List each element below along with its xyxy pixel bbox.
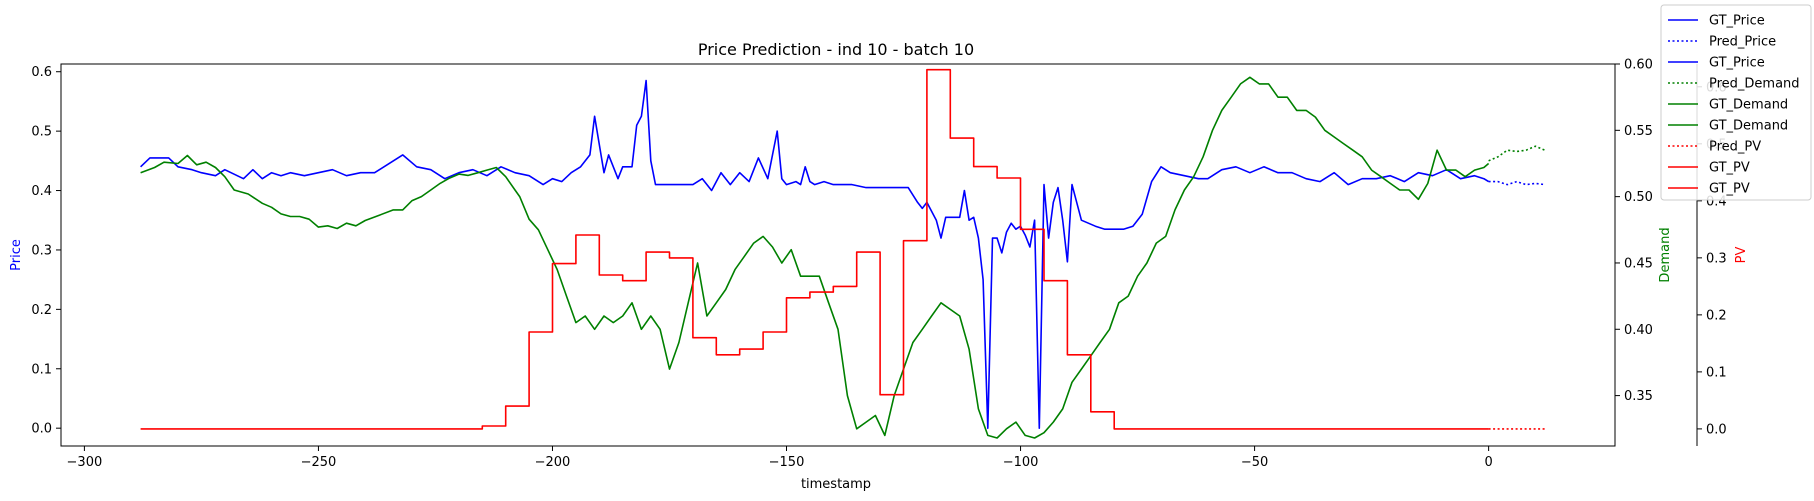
pv-tick-label: 0.1 [1706,365,1727,380]
y-axis-label-price: Price [9,239,24,271]
price-tick-label: 0.3 [31,243,52,258]
series-line-pred-price [1488,180,1545,186]
demand-tick-label: 0.40 [1624,323,1653,338]
price-tick-label: 0.5 [31,125,52,140]
legend-label: GT_PV [1709,161,1750,176]
series-line-gt-price [140,79,1490,430]
axes-layer: −300 −250 −200 −150 −100 −50 00.00.10.20.30.40… [31,58,1726,471]
x-tick-label: −300 [67,455,103,470]
legend-label: GT_Demand [1709,98,1788,113]
x-tick-label: −200 [535,455,571,470]
plot-frame [60,63,1616,447]
x-tick-label: −150 [769,455,805,470]
x-axis-label: timestamp [801,477,871,492]
x-tick-label: 0 [1484,455,1492,470]
plot-area [60,63,1616,447]
price-tick-label: 0.2 [31,303,52,318]
price-tick-label: 0.1 [31,362,52,377]
legend-label: GT_Demand [1709,119,1788,134]
legend-label: Pred_Demand [1709,77,1800,92]
legend-label: GT_PV [1709,182,1750,197]
legend: GT_Price Pred_Price GT_Price Pred_Demand GT_… [1660,4,1812,201]
demand-tick-label: 0.60 [1624,58,1653,73]
pv-tick-label: 0.3 [1706,251,1727,266]
price-tick-label: 0.6 [31,65,52,80]
legend-label: GT_Price [1709,14,1765,29]
legend-label: Pred_PV [1709,140,1761,155]
series-line-gt-demand [140,76,1490,439]
pv-tick-label: 0.0 [1706,422,1727,437]
demand-tick-label: 0.55 [1624,124,1653,139]
x-tick-label: −100 [1003,455,1039,470]
series-line-gt-pv [140,68,1489,430]
price-tick-label: 0.0 [31,422,52,437]
y-axis-label-pv: PV [1734,247,1749,264]
x-tick-label: −50 [1241,455,1268,470]
price-tick-label: 0.4 [31,184,52,199]
demand-tick-label: 0.45 [1624,256,1653,271]
pv-tick-label: 0.2 [1706,308,1727,323]
y-axis-label-demand: Demand [1658,227,1673,282]
series-line-pred-demand [1488,145,1546,162]
series-layer [140,68,1546,439]
legend-label: Pred_Price [1709,35,1776,50]
chart-title: Price Prediction - ind 10 - batch 10 [698,40,974,59]
demand-tick-label: 0.35 [1624,389,1653,404]
legend-label: GT_Price [1709,56,1765,71]
demand-tick-label: 0.50 [1624,190,1653,205]
x-tick-label: −250 [301,455,337,470]
legend-box [1660,4,1812,201]
